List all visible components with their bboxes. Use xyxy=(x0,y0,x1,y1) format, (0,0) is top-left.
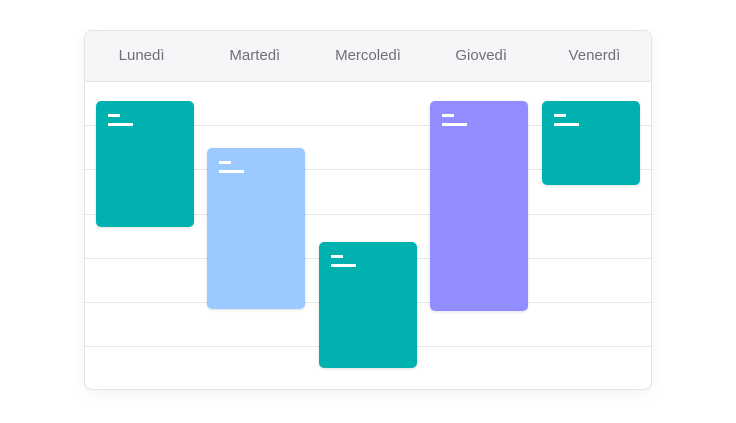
subtitle-placeholder xyxy=(219,170,244,173)
title-placeholder xyxy=(554,114,566,117)
event-block-thursday[interactable] xyxy=(430,101,528,311)
title-placeholder xyxy=(108,114,120,117)
day-header-thursday: Giovedì xyxy=(455,47,508,64)
grid-line xyxy=(85,214,651,215)
event-block-friday[interactable] xyxy=(542,101,640,185)
day-header-friday: Venerdì xyxy=(568,47,621,64)
event-block-wednesday[interactable] xyxy=(319,242,417,368)
subtitle-placeholder xyxy=(442,123,467,126)
subtitle-placeholder xyxy=(331,264,356,267)
subtitle-placeholder xyxy=(108,123,133,126)
title-placeholder xyxy=(442,114,454,117)
day-header-wednesday: Mercoledì xyxy=(335,47,401,64)
event-block-tuesday[interactable] xyxy=(207,148,305,309)
subtitle-placeholder xyxy=(554,123,579,126)
title-placeholder xyxy=(219,161,231,164)
title-placeholder xyxy=(331,255,343,258)
calendar-header: Lunedì Martedì Mercoledì Giovedì Venerdì xyxy=(85,31,651,82)
grid-line xyxy=(85,125,651,126)
grid-line xyxy=(85,169,651,170)
event-block-monday[interactable] xyxy=(96,101,194,227)
day-header-monday: Lunedì xyxy=(118,47,165,64)
day-header-tuesday: Martedì xyxy=(229,47,281,64)
weekly-calendar: Lunedì Martedì Mercoledì Giovedì Venerdì xyxy=(84,30,652,390)
